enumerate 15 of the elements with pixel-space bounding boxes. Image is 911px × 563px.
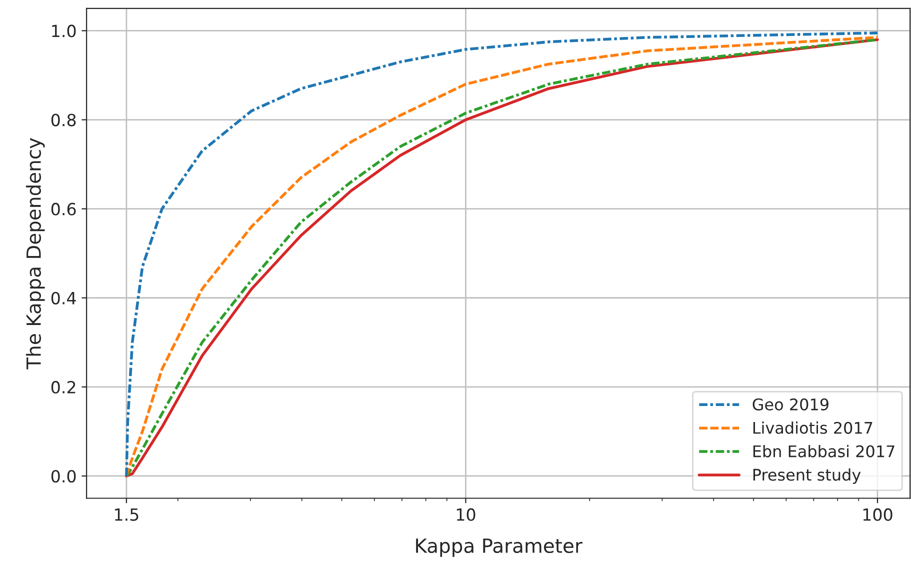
x-tick-label: 100 [863, 508, 892, 521]
y-tick-label: 0.0 [51, 470, 76, 483]
x-tick-label: 10 [456, 508, 476, 521]
legend-label: Present study [753, 468, 861, 484]
y-axis-title: The Kappa Dependency [26, 138, 45, 370]
x-tick-label: 1.5 [115, 508, 138, 521]
x-axis-title: Kappa Parameter [416, 538, 582, 557]
y-tick-label: 1.0 [52, 24, 76, 38]
legend-label: Ebn Eabbasi 2017 [753, 444, 894, 458]
y-tick-label: 0.2 [51, 380, 76, 394]
legend-label: Geo 2019 [752, 398, 828, 410]
y-tick-label: 0.4 [51, 292, 76, 304]
legend-label: Livadiotis 2017 [753, 422, 872, 434]
y-tick-label: 0.8 [51, 114, 76, 126]
y-tick-label: 0.6 [51, 202, 76, 216]
